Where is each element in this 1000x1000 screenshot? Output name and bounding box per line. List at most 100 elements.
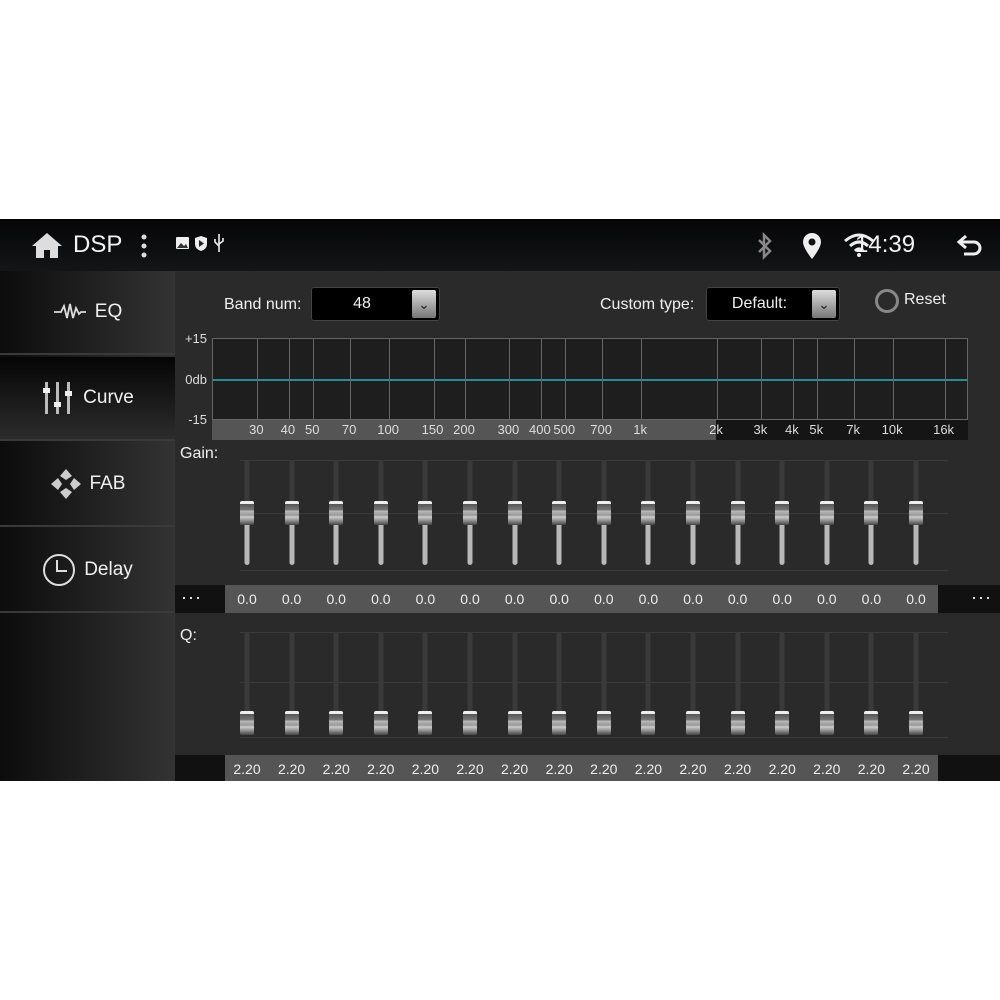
prev-bands-button[interactable]: ···: [181, 587, 202, 607]
sidebar-item-eq[interactable]: EQ: [0, 271, 175, 355]
q-slider-thumb[interactable]: [552, 711, 567, 735]
gain-slider-thumb[interactable]: [329, 500, 344, 525]
q-slider-track[interactable]: [690, 632, 696, 732]
q-slider-track[interactable]: [601, 632, 607, 732]
next-bands-button[interactable]: ···: [971, 587, 992, 607]
reset-radio[interactable]: [875, 289, 899, 313]
x-tick-label: 1k: [633, 422, 647, 437]
gain-value: 0.0: [326, 591, 346, 607]
q-slider-thumb[interactable]: [819, 711, 834, 735]
q-slider-thumb[interactable]: [730, 711, 745, 735]
gain-slider-fill: [601, 512, 607, 565]
q-value: 2.20: [679, 761, 707, 777]
home-icon[interactable]: [30, 231, 64, 259]
gain-slider-thumb[interactable]: [730, 500, 745, 525]
gain-slider-thumb[interactable]: [686, 500, 700, 525]
q-slider-track[interactable]: [289, 632, 295, 732]
q-slider-track[interactable]: [467, 632, 473, 732]
q-slider-thumb[interactable]: [909, 711, 923, 735]
gain-slider-thumb[interactable]: [641, 500, 656, 525]
grid-line: [893, 339, 895, 419]
q-value: 2.20: [367, 761, 395, 777]
gain-slider-thumb[interactable]: [463, 500, 477, 525]
back-icon[interactable]: [956, 233, 984, 257]
gain-slider-thumb[interactable]: [909, 500, 923, 525]
custom-type-label: Custom type:: [600, 296, 695, 313]
q-slider-thumb[interactable]: [596, 711, 611, 735]
location-icon: [803, 233, 821, 259]
gain-slider-fill: [512, 512, 518, 565]
gain-slider-thumb[interactable]: [240, 500, 254, 525]
x-tick-label: 400: [529, 422, 551, 437]
q-slider-track[interactable]: [512, 632, 518, 732]
grid-line: [817, 339, 819, 419]
grid-line: [944, 339, 946, 419]
q-slider-thumb[interactable]: [641, 711, 656, 735]
q-slider-track[interactable]: [735, 632, 741, 732]
band-num-dropdown[interactable]: 48 ⌄: [311, 287, 440, 321]
q-slider-thumb[interactable]: [463, 711, 477, 735]
x-tick-label: 40: [280, 422, 296, 437]
x-tick-label: 4k: [784, 422, 799, 437]
more-vert-icon[interactable]: [140, 233, 148, 259]
q-slider-thumb[interactable]: [329, 711, 344, 735]
gain-slider-thumb[interactable]: [284, 500, 299, 525]
q-slider-thumb[interactable]: [240, 711, 254, 735]
grid-line: [257, 339, 259, 419]
q-slider-thumb[interactable]: [686, 711, 700, 735]
sidebar-item-curve[interactable]: Curve: [0, 357, 175, 441]
q-slider-track[interactable]: [422, 632, 428, 732]
gain-slider-thumb[interactable]: [418, 500, 433, 525]
gain-slider-thumb[interactable]: [819, 500, 834, 525]
x-tick-label: 150: [421, 422, 444, 437]
custom-type-dropdown[interactable]: Default: ⌄: [706, 287, 840, 321]
q-slider-thumb[interactable]: [864, 711, 879, 735]
gain-values: 0.0 0.0 0.0 0.0 0.0 0.0 0.0 0.0 0.0 0.0 0.0 0.0 0.0 0…: [225, 585, 938, 613]
wifi-icon: [844, 233, 874, 257]
gain-slider-thumb[interactable]: [373, 500, 388, 525]
q-slider-track[interactable]: [333, 632, 339, 732]
gain-value: 0.0: [281, 591, 302, 607]
gain-slider-fill: [467, 512, 473, 565]
gain-value: 0.0: [817, 591, 837, 607]
x-tick-label: 10k: [881, 422, 903, 437]
gain-slider-fill: [868, 512, 874, 565]
x-tick-label: 16k: [933, 422, 955, 437]
q-slider-track[interactable]: [244, 632, 250, 732]
guide-line: [240, 512, 948, 514]
q-slider-thumb[interactable]: [507, 711, 522, 735]
gain-slider-thumb[interactable]: [552, 500, 567, 525]
band-num-value: 48: [353, 295, 371, 312]
guide-line: [240, 682, 948, 683]
status-bar: DSP 14:39: [0, 219, 1000, 271]
sidebar-item-fab[interactable]: FAB: [0, 443, 175, 527]
clock: 14:39: [855, 231, 916, 258]
q-slider-thumb[interactable]: [284, 711, 299, 735]
grid-line: [350, 339, 352, 419]
gain-value: 0.0: [727, 591, 748, 607]
gain-slider-thumb[interactable]: [507, 500, 522, 525]
q-slider-thumb[interactable]: [775, 711, 790, 735]
gain-value: 0.0: [371, 591, 391, 607]
q-slider-track[interactable]: [779, 632, 785, 732]
gain-slider-fill: [735, 512, 741, 565]
q-slider-track[interactable]: [913, 632, 919, 732]
q-slider-track[interactable]: [556, 632, 562, 732]
q-slider-thumb[interactable]: [373, 711, 388, 735]
sidebar-item-delay[interactable]: Delay: [0, 529, 175, 613]
q-slider-track[interactable]: [868, 632, 874, 732]
guide-line: [240, 632, 948, 633]
gain-slider-thumb[interactable]: [596, 500, 611, 525]
y-tick-bottom: -15: [188, 412, 207, 427]
gain-slider-thumb[interactable]: [775, 500, 790, 525]
q-value: 2.20: [590, 761, 618, 777]
reset-label[interactable]: Reset: [904, 291, 946, 308]
gain-slider-fill: [824, 512, 830, 565]
q-slider-track[interactable]: [378, 632, 384, 732]
q-slider-track[interactable]: [824, 632, 830, 732]
q-slider-thumb[interactable]: [418, 711, 433, 735]
grid-line: [717, 339, 718, 419]
gain-slider-thumb[interactable]: [864, 500, 879, 525]
q-slider-track[interactable]: [645, 632, 651, 732]
q-label: Q:: [180, 627, 197, 644]
